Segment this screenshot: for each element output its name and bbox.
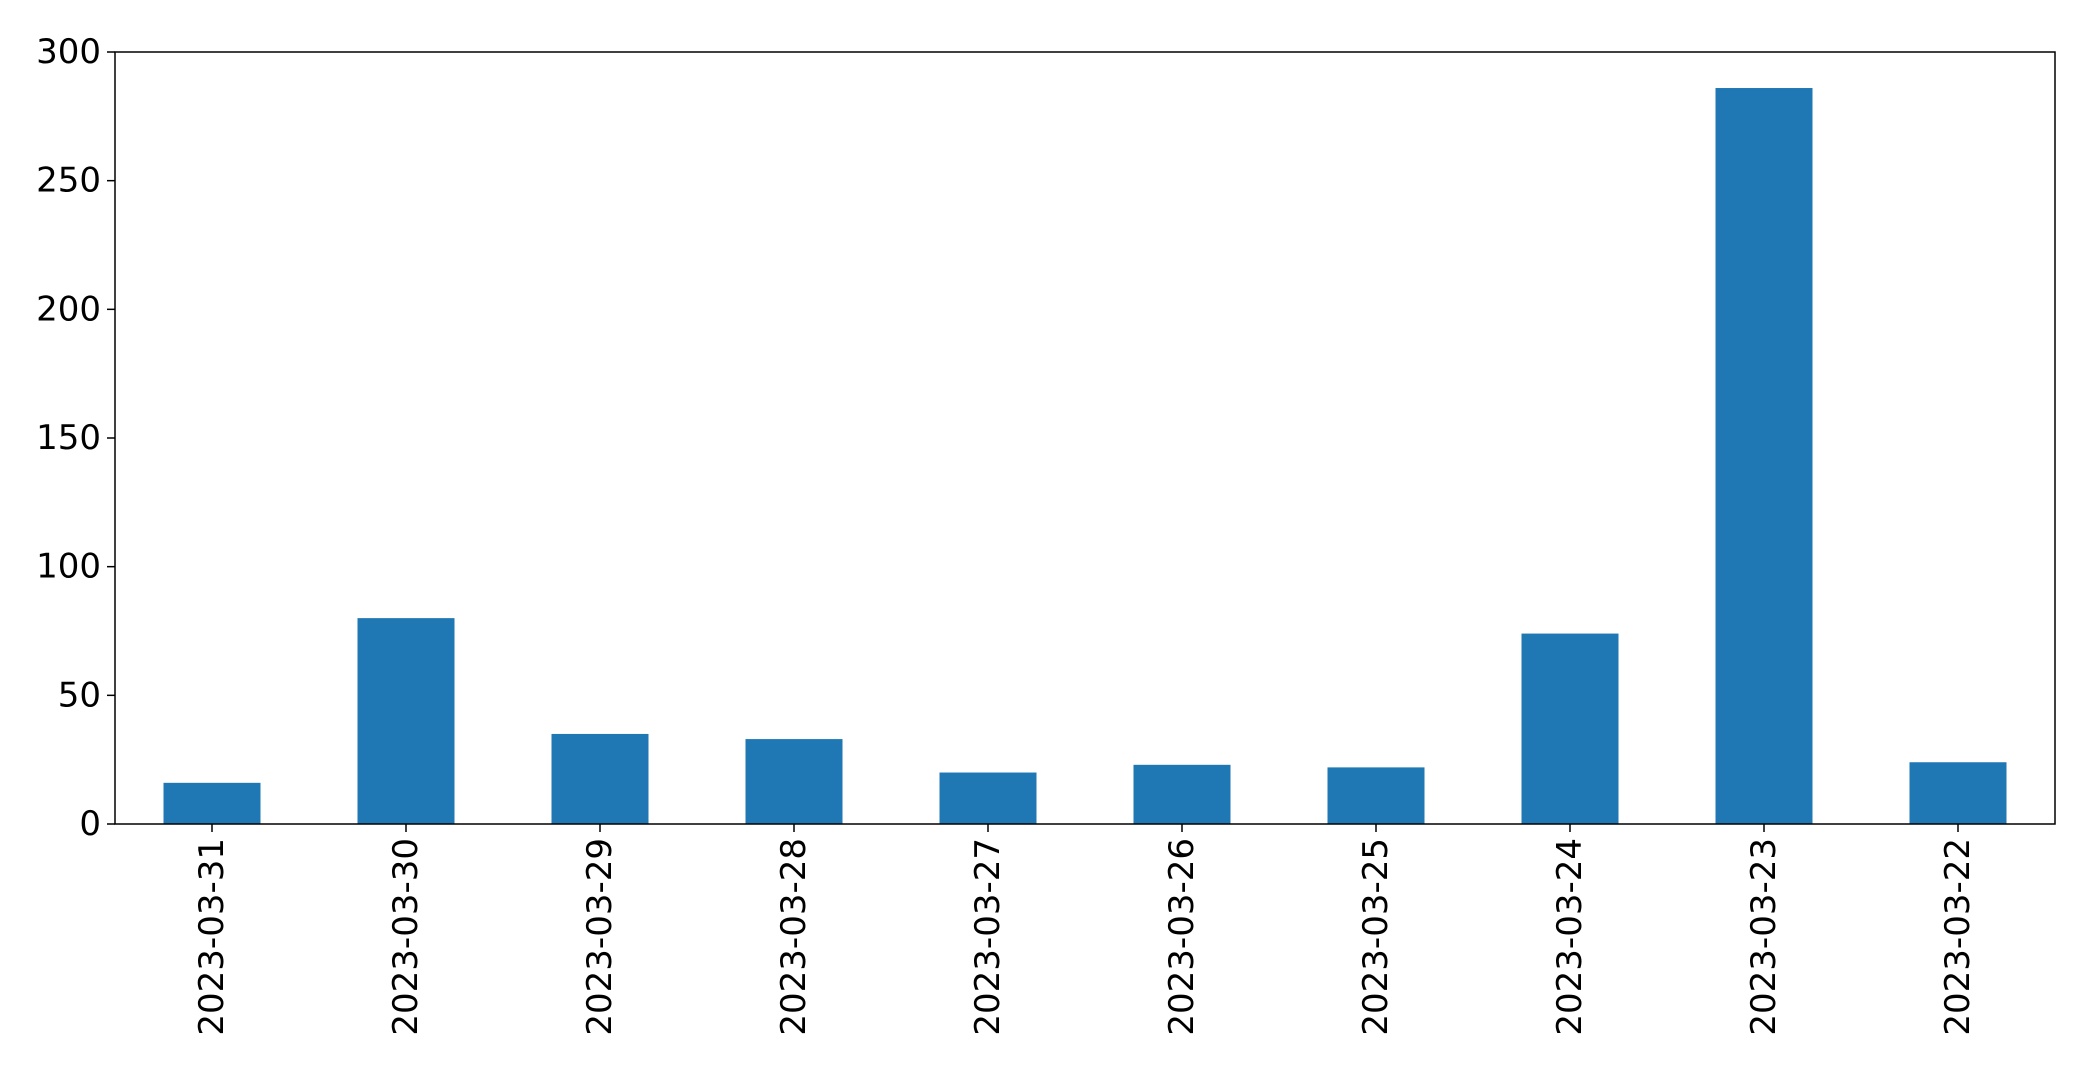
bars-group <box>163 88 2007 824</box>
bar-2023-03-26 <box>1133 764 1231 824</box>
y-tick-label-100: 100 <box>36 547 101 587</box>
y-tick-label-250: 250 <box>36 161 101 201</box>
x-tick-label-2023-03-24: 2023-03-24 <box>1550 838 1590 1036</box>
bar-2023-03-23 <box>1715 88 1813 824</box>
bar-2023-03-25 <box>1327 767 1425 824</box>
x-tick-label-2023-03-23: 2023-03-23 <box>1744 838 1784 1036</box>
y-tick-label-300: 300 <box>36 32 101 72</box>
x-tick-label-2023-03-26: 2023-03-26 <box>1162 838 1202 1036</box>
x-axis: 2023-03-31 2023-03-30 2023-03-29 2023-03-28… <box>192 824 1978 1036</box>
x-tick-label-2023-03-30: 2023-03-30 <box>386 838 426 1036</box>
x-tick-label-2023-03-28: 2023-03-28 <box>774 838 814 1036</box>
x-tick-label-2023-03-25: 2023-03-25 <box>1356 838 1396 1036</box>
y-tick-label-0: 0 <box>79 804 101 844</box>
y-tick-label-200: 200 <box>36 289 101 329</box>
bar-2023-03-24 <box>1521 633 1619 824</box>
x-tick-label-2023-03-22: 2023-03-22 <box>1938 838 1978 1036</box>
x-tick-label-2023-03-31: 2023-03-31 <box>192 838 232 1036</box>
bar-2023-03-28 <box>745 739 843 824</box>
y-tick-label-150: 150 <box>36 418 101 458</box>
bar-2023-03-30 <box>357 618 455 824</box>
x-tick-label-2023-03-27: 2023-03-27 <box>968 838 1008 1036</box>
y-tick-label-50: 50 <box>58 675 101 715</box>
bar-2023-03-27 <box>939 772 1037 824</box>
y-axis: 0 50 100 150 200 250 300 <box>36 32 115 844</box>
bar-2023-03-22 <box>1909 762 2007 824</box>
x-tick-label-2023-03-29: 2023-03-29 <box>580 838 620 1036</box>
bar-2023-03-29 <box>551 733 649 824</box>
bar-2023-03-31 <box>163 782 261 824</box>
